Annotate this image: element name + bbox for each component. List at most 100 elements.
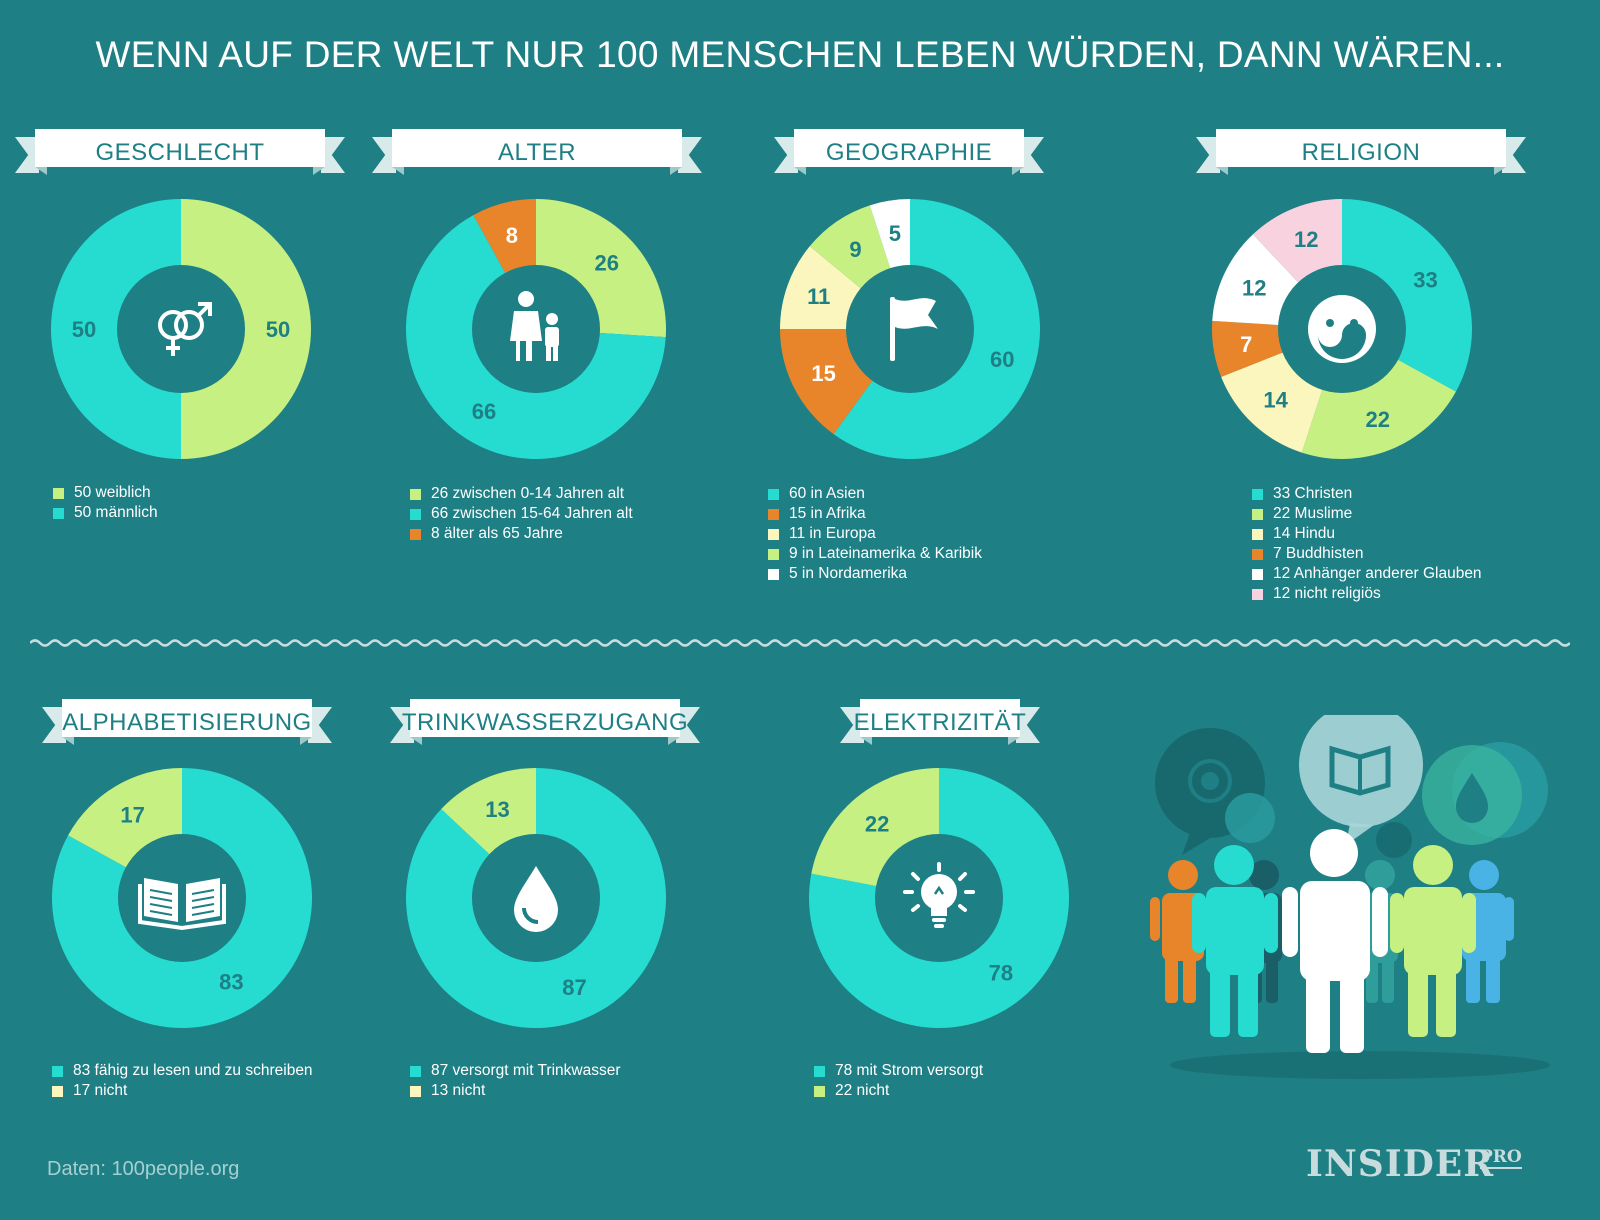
slice-value-label: 26 — [594, 251, 618, 276]
section-title: ELEKTRIZITÄT — [853, 709, 1027, 736]
legend-label: 33 Christen — [1273, 485, 1353, 502]
legend-label: 50 männlich — [74, 504, 158, 521]
section-title: GEOGRAPHIE — [825, 139, 993, 166]
ribbon-geschlecht: GESCHLECHT — [15, 127, 345, 181]
ribbon-religion: RELIGION — [1196, 127, 1526, 181]
legend-item: 50 weiblich — [53, 483, 158, 503]
slice-value-label: 12 — [1242, 276, 1266, 301]
legend-label: 83 fähig zu lesen und zu schreiben — [73, 1062, 313, 1079]
legend-swatch — [768, 508, 779, 520]
legend-swatch — [410, 508, 421, 520]
person-turquoise — [1192, 845, 1278, 1037]
legend-swatch — [410, 1085, 421, 1097]
legend-alphabetisierung: 83 fähig zu lesen und zu schreiben 17 nic… — [52, 1061, 313, 1101]
legend-item: 7 Buddhisten — [1252, 544, 1482, 564]
legend-label: 26 zwischen 0-14 Jahren alt — [431, 485, 625, 502]
legend-swatch — [768, 488, 779, 500]
ribbon-shape — [42, 699, 332, 745]
ribbon-shape — [840, 699, 1040, 745]
legend-label: 11 in Europa — [789, 525, 876, 542]
slice-value-label: 66 — [472, 399, 496, 424]
people-crowd-illustration — [1150, 715, 1550, 1079]
legend-swatch — [768, 548, 779, 560]
legend-elektrizitaet: 78 mit Strom versorgt 22 nicht — [814, 1061, 983, 1101]
legend-swatch — [52, 1085, 63, 1097]
slice-value-label: 12 — [1294, 227, 1318, 252]
legend-item: 60 in Asien — [768, 484, 982, 504]
ribbon-shape — [1196, 129, 1526, 175]
legend-swatch — [1252, 548, 1263, 560]
yin-yang-icon — [1188, 759, 1232, 803]
slice-value-label: 60 — [990, 347, 1014, 372]
family-icon — [510, 291, 559, 361]
legend-label: 50 weiblich — [74, 484, 151, 501]
legend-swatch — [53, 487, 64, 499]
donut-slice — [181, 199, 311, 459]
legend-label: 22 nicht — [835, 1082, 890, 1099]
legend-item: 5 in Nordamerika — [768, 564, 982, 584]
ribbon-alter: ALTER — [372, 127, 702, 181]
donut-chart-alter: 26 66 8 — [405, 199, 666, 460]
crowd-shadow — [1170, 1051, 1550, 1079]
donut-center — [118, 834, 246, 962]
slice-value-label: 87 — [562, 975, 586, 1000]
legend-item: 14 Hindu — [1252, 524, 1482, 544]
legend-swatch — [410, 488, 421, 500]
legend-item: 9 in Lateinamerika & Karibik — [768, 544, 982, 564]
slice-value-label: 22 — [1365, 407, 1389, 432]
ribbon-shape — [15, 129, 345, 175]
ribbon-elektrizitaet: ELEKTRIZITÄT — [840, 697, 1170, 751]
water-drop-icon — [1456, 773, 1488, 823]
legend-label: 9 in Lateinamerika & Karibik — [789, 545, 982, 562]
legend-label: 5 in Nordamerika — [789, 565, 908, 582]
legend-trinkwasserzugang: 87 versorgt mit Trinkwasser 13 nicht — [410, 1061, 621, 1101]
legend-item: 12 Anhänger anderer Glauben — [1252, 564, 1482, 584]
brand-logo-suffix: PRO — [1480, 1147, 1522, 1169]
legend-swatch — [1252, 588, 1263, 600]
slice-value-label: 9 — [849, 237, 861, 262]
person-lime — [1390, 845, 1476, 1037]
legend-item: 87 versorgt mit Trinkwasser — [410, 1061, 621, 1081]
ribbon-alphabetisierung: ALPHABETISIERUNG — [42, 697, 372, 751]
slice-value-label: 78 — [989, 961, 1013, 986]
legend-item: 12 nicht religiös — [1252, 584, 1482, 604]
legend-label: 78 mit Strom versorgt — [835, 1062, 984, 1079]
slice-value-label: 50 — [72, 317, 96, 342]
legend-swatch — [814, 1085, 825, 1097]
brand-logo: INSIDER — [1306, 1143, 1495, 1185]
section-title: GESCHLECHT — [95, 139, 265, 166]
gender-icon — [158, 302, 212, 356]
legend-swatch — [768, 568, 779, 580]
legend-label: 60 in Asien — [789, 485, 865, 502]
donut-chart-geschlecht: 50 50 — [51, 199, 311, 459]
legend-label: 17 nicht — [73, 1082, 128, 1099]
ribbon-shape — [390, 699, 700, 745]
legend-label: 13 nicht — [431, 1082, 486, 1099]
donut-chart-trinkwasserzugang: 87 13 — [406, 768, 666, 1028]
legend-item: 33 Christen — [1252, 484, 1482, 504]
slice-value-label: 14 — [1263, 388, 1288, 413]
legend-item: 50 männlich — [53, 503, 158, 523]
slice-value-label: 22 — [865, 811, 889, 836]
slice-value-label: 8 — [506, 223, 518, 248]
legend-swatch — [53, 507, 64, 519]
legend-swatch — [1252, 568, 1263, 580]
page-title: WENN AUF DER WELT NUR 100 MENSCHEN LEBEN… — [95, 34, 1505, 75]
legend-item: 78 mit Strom versorgt — [814, 1061, 983, 1081]
legend-item: 22 Muslime — [1252, 504, 1482, 524]
legend-swatch — [410, 1065, 421, 1077]
legend-item: 13 nicht — [410, 1081, 621, 1101]
section-title: RELIGION — [1301, 139, 1421, 166]
section-title: ALPHABETISIERUNG — [62, 709, 312, 736]
data-source: Daten: 100people.org — [47, 1158, 240, 1180]
legend-religion: 33 Christen 22 Muslime 14 Hindu 7 Buddhiste… — [1252, 484, 1482, 604]
legend-swatch — [410, 528, 421, 540]
legend-item: 66 zwischen 15-64 Jahren alt — [410, 504, 633, 524]
legend-item: 26 zwischen 0-14 Jahren alt — [410, 484, 633, 504]
slice-value-label: 17 — [120, 803, 144, 828]
legend-label: 87 versorgt mit Trinkwasser — [431, 1062, 621, 1079]
flag-icon — [890, 297, 938, 361]
legend-swatch — [1252, 508, 1263, 520]
section-title: ALTER — [497, 139, 577, 166]
